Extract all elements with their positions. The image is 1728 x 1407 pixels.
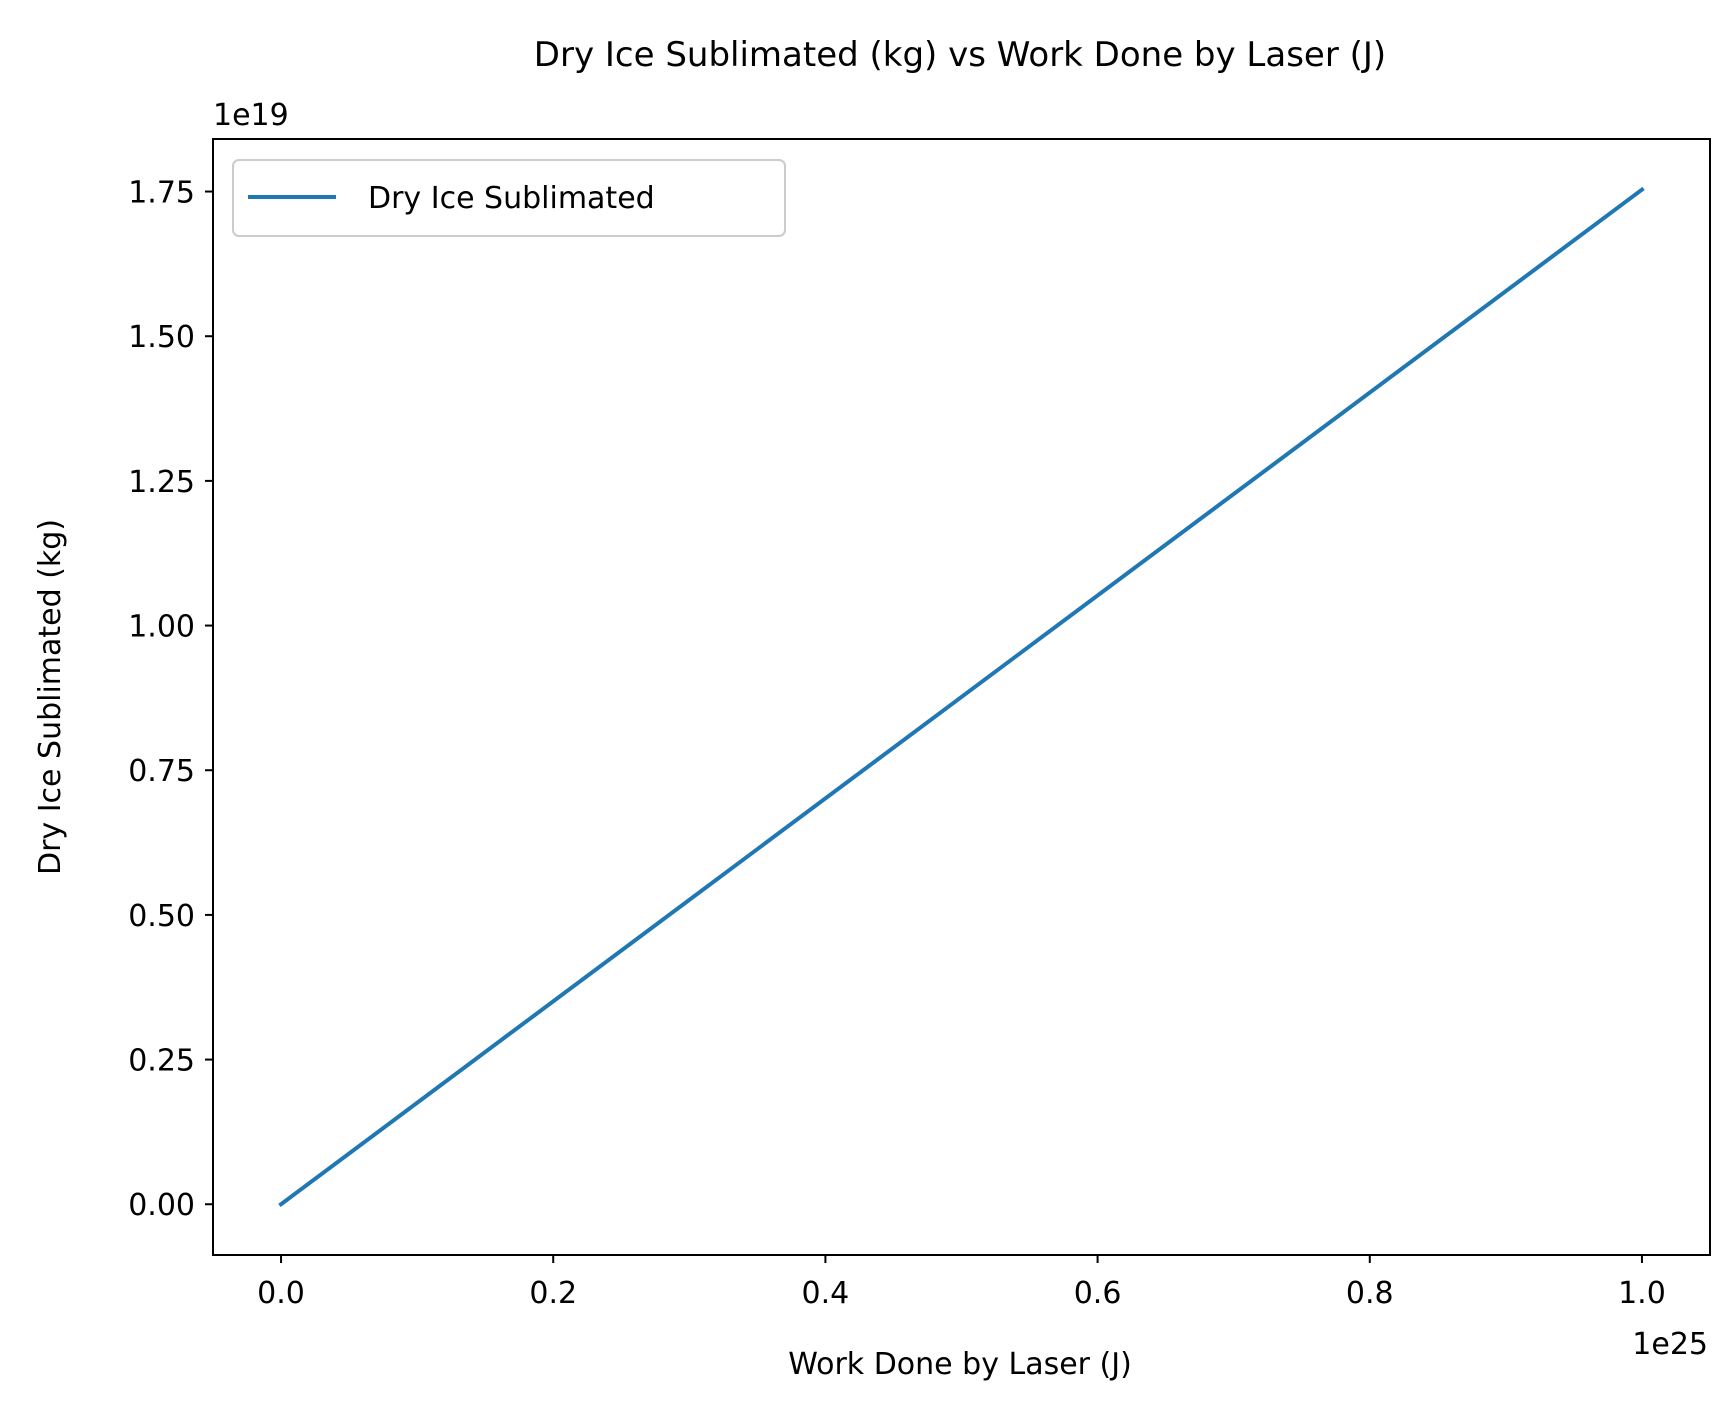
y-tick-label: 0.50 (128, 899, 195, 934)
x-axis-label: Work Done by Laser (J) (788, 1347, 1132, 1382)
x-offset-label: 1e25 (1632, 1327, 1708, 1362)
y-tick-label: 1.00 (128, 610, 195, 645)
y-offset-label: 1e19 (213, 98, 289, 133)
x-tick-label: 0.2 (529, 1276, 577, 1311)
legend-box (232, 159, 786, 237)
y-tick-label: 1.75 (128, 176, 195, 211)
x-tick-label: 0.0 (257, 1276, 305, 1311)
y-tick-label: 1.25 (128, 465, 195, 500)
y-axis-label: Dry Ice Sublimated (kg) (33, 519, 68, 875)
x-tick-label: 0.8 (1346, 1276, 1394, 1311)
plot-frame (212, 138, 1711, 1256)
x-tick-label: 0.4 (802, 1276, 850, 1311)
y-tick-label: 1.50 (128, 320, 195, 355)
series-layer (278, 186, 1645, 1208)
chart-title: Dry Ice Sublimated (kg) vs Work Done by … (534, 35, 1386, 75)
legend: Dry Ice Sublimated (232, 159, 786, 237)
series-line-0 (278, 186, 1645, 1208)
y-tick-label: 0.00 (128, 1188, 195, 1223)
x-tick-label: 1.0 (1618, 1276, 1666, 1311)
y-tick-label: 0.25 (128, 1044, 195, 1079)
x-axis-ticks: 0.0 0.2 0.4 0.6 0.8 1.0 (257, 1255, 1666, 1311)
y-tick-label: 0.75 (128, 754, 195, 789)
y-axis-ticks: 0.00 0.25 0.50 0.75 1.00 1.25 1.50 1.75 (128, 176, 213, 1223)
x-tick-label: 0.6 (1074, 1276, 1122, 1311)
legend-label: Dry Ice Sublimated (368, 181, 655, 216)
